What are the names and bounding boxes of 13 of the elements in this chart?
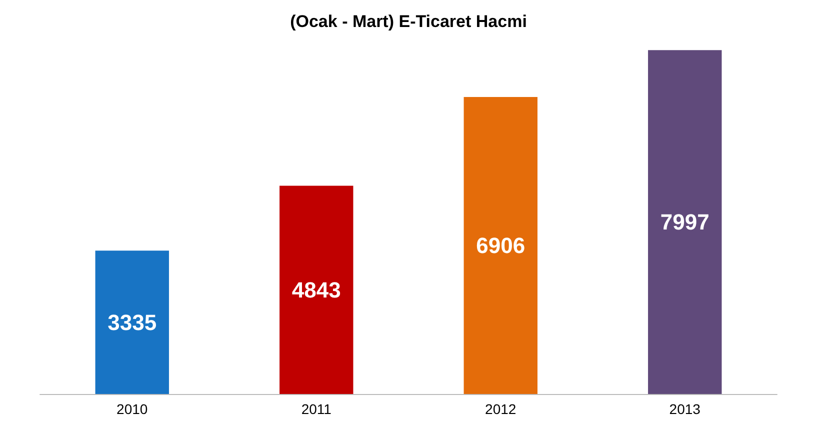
bar xyxy=(648,50,722,394)
x-tick-label: 2013 xyxy=(669,401,701,417)
data-label: 3335 xyxy=(108,310,157,335)
bar xyxy=(95,250,169,394)
bar xyxy=(464,97,538,394)
chart-title: (Ocak - Mart) E-Ticaret Hacmi xyxy=(290,12,527,31)
bar xyxy=(280,186,354,394)
data-label: 6906 xyxy=(476,233,526,258)
data-label: 7997 xyxy=(660,210,710,235)
data-label: 4843 xyxy=(292,277,341,302)
x-tick-label: 2010 xyxy=(116,401,148,417)
x-tick-label: 2012 xyxy=(485,401,516,417)
x-tick-label: 2011 xyxy=(301,401,332,417)
